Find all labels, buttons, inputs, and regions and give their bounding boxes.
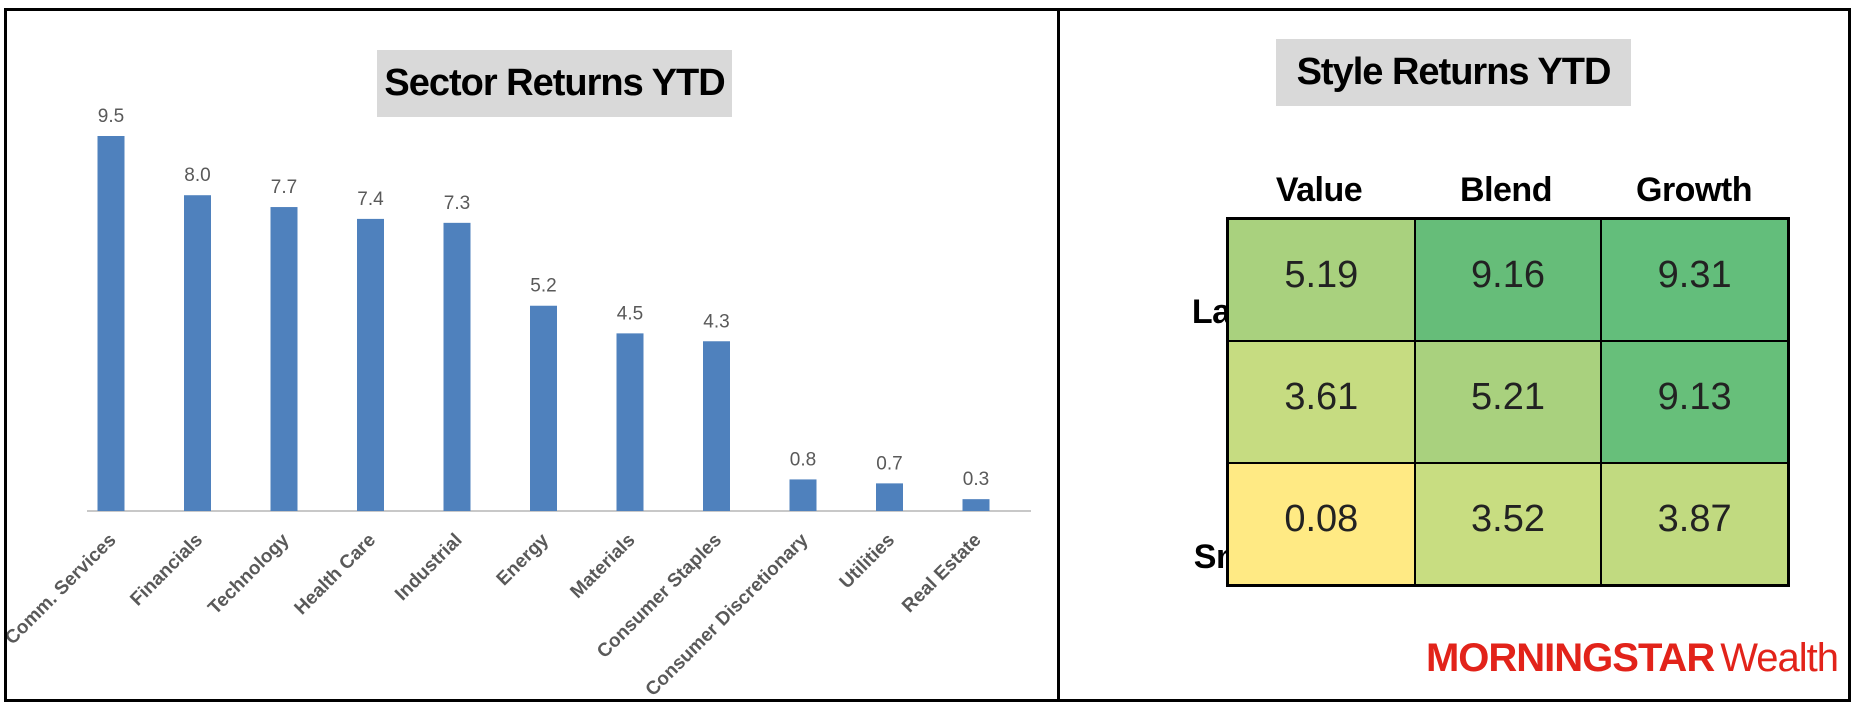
sector-bar-chart: 9.5 Comm. Services 8.0 Financials 7.7 Technol… — [7, 106, 1031, 699]
cell-mid-blend: 5.21 — [1414, 341, 1602, 463]
style-returns-panel: Style Returns YTD Value Blend Growth Lar… — [1057, 8, 1851, 702]
bar-consumer-discretionary — [789, 479, 817, 511]
category-label-consumer-discretionary: Consumer Discretionary — [642, 529, 813, 699]
data-label-consumer-discretionary: 0.8 — [790, 449, 816, 470]
bar-industrial — [443, 222, 471, 511]
cell-large-value: 5.19 — [1228, 219, 1415, 341]
data-label-industrial: 7.3 — [444, 193, 470, 214]
bar-utilities — [876, 483, 903, 511]
logo-brand: MORNINGSTAR — [1425, 636, 1715, 680]
sector-chart-title: Sector Returns YTD — [377, 50, 732, 117]
style-chart-title: Style Returns YTD — [1276, 39, 1631, 106]
category-label-energy: Energy — [493, 529, 554, 590]
bar-comm-services — [97, 136, 125, 511]
category-label-financials: Financials — [126, 530, 207, 611]
cell-large-growth: 9.31 — [1601, 219, 1788, 341]
sector-returns-panel: Sector Returns YTD 9.5 Comm. Services 8.0 F… — [4, 8, 1060, 702]
logo-suffix: Wealth — [1720, 636, 1839, 680]
bar-materials — [616, 333, 644, 511]
column-label-value: Value — [1275, 171, 1363, 209]
data-label-energy: 5.2 — [530, 276, 556, 297]
bar-energy — [530, 305, 557, 511]
data-label-technology: 7.7 — [271, 177, 297, 198]
column-label-growth: Growth — [1636, 171, 1752, 209]
data-label-real-estate: 0.3 — [963, 469, 989, 490]
data-label-health-care: 7.4 — [357, 189, 384, 210]
category-label-real-estate: Real Estate — [898, 530, 985, 617]
column-label-blend: Blend — [1460, 171, 1552, 209]
style-box-grid: 5.19 9.16 9.31 3.61 5.21 9.13 0.08 3.52 … — [1226, 217, 1790, 587]
cell-large-blend: 9.16 — [1414, 219, 1602, 341]
data-label-comm-services: 9.5 — [98, 106, 124, 127]
cell-small-blend: 3.52 — [1414, 463, 1602, 585]
bar-consumer-staples — [703, 341, 730, 511]
bar-technology — [270, 207, 298, 512]
bar-financials — [184, 195, 211, 512]
category-label-health-care: Health Care — [291, 530, 381, 620]
category-label-utilities: Utilities — [836, 530, 899, 593]
cell-mid-value: 3.61 — [1228, 341, 1415, 463]
cell-small-value: 0.08 — [1228, 463, 1415, 585]
data-label-financials: 8.0 — [184, 165, 210, 186]
category-label-technology: Technology — [204, 529, 294, 619]
data-label-materials: 4.5 — [617, 303, 643, 324]
morningstar-wealth-logo: MORNINGSTAR Wealth — [1425, 636, 1839, 681]
category-label-industrial: Industrial — [391, 530, 466, 605]
data-label-utilities: 0.7 — [876, 453, 902, 474]
bar-health-care — [357, 218, 384, 512]
cell-mid-growth: 9.13 — [1601, 341, 1788, 463]
bar-real-estate — [962, 499, 990, 511]
category-label-comm-services: Comm. Services — [7, 530, 121, 649]
cell-small-growth: 3.87 — [1601, 463, 1788, 585]
category-label-materials: Materials — [566, 530, 639, 603]
data-label-consumer-staples: 4.3 — [703, 311, 729, 332]
